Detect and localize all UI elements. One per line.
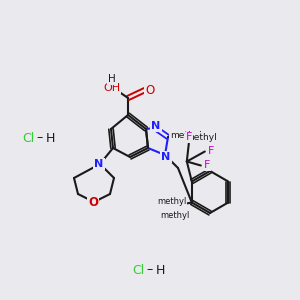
Text: H: H xyxy=(155,263,165,277)
Text: methyl: methyl xyxy=(187,135,192,136)
Text: O: O xyxy=(146,83,154,97)
Text: H: H xyxy=(45,131,55,145)
Text: OH: OH xyxy=(103,83,121,93)
Text: N: N xyxy=(94,159,103,169)
Text: F: F xyxy=(208,146,214,157)
Text: F: F xyxy=(204,160,210,170)
Text: methyl: methyl xyxy=(170,131,202,140)
Text: N: N xyxy=(161,152,171,162)
Text: –: – xyxy=(147,263,153,277)
Text: methyl: methyl xyxy=(160,211,190,220)
Text: H: H xyxy=(108,74,116,84)
Text: methyl: methyl xyxy=(185,133,217,142)
Text: N: N xyxy=(152,121,160,131)
Text: F: F xyxy=(186,133,192,142)
Text: Cl: Cl xyxy=(22,131,34,145)
Text: Cl: Cl xyxy=(132,263,144,277)
Text: methyl: methyl xyxy=(157,197,187,206)
Text: O: O xyxy=(88,196,98,209)
Text: –: – xyxy=(37,131,43,145)
